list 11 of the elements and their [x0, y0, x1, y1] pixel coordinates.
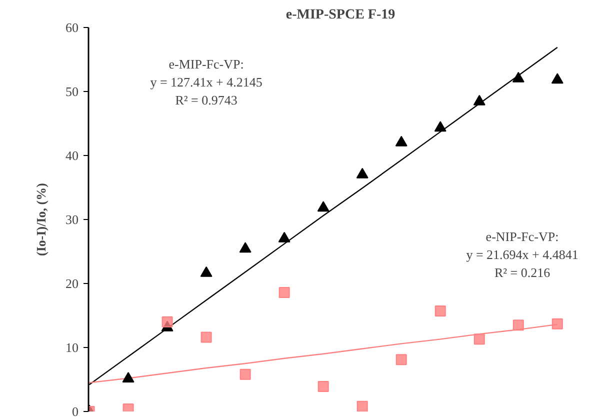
y-tick-label: 0 — [72, 404, 78, 419]
y-tick-label: 20 — [66, 276, 78, 291]
chart-title: e-MIP-SPCE F-19 — [286, 8, 396, 22]
annotation: e-MIP-Fc-VP: y = 127.41x + 4.2145 R² = 0.9743 — [150, 56, 262, 108]
annotation: e-NIP-Fc-VP: y = 21.694x + 4.4841 R² = 0.216 — [466, 229, 578, 280]
y-axis-title: (Io-I)/Io, (%) — [34, 183, 48, 256]
y-tick-label: 50 — [66, 84, 78, 99]
y-tick-label: 40 — [66, 148, 78, 163]
y-tick-label: 30 — [66, 212, 78, 227]
y-tick-label: 60 — [66, 20, 78, 35]
y-tick-label: 10 — [66, 340, 78, 355]
